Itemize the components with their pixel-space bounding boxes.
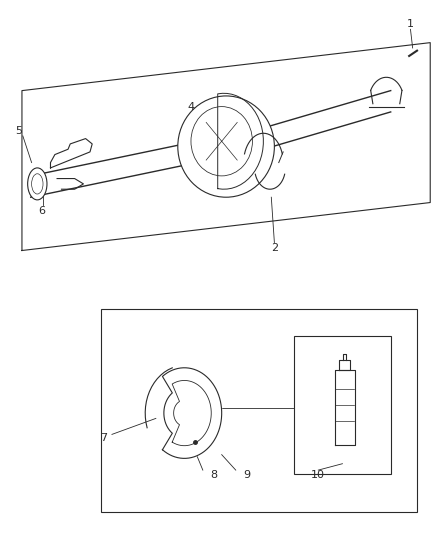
Text: 4: 4 <box>187 102 194 111</box>
Text: 5: 5 <box>15 126 22 135</box>
Text: 10: 10 <box>311 471 325 480</box>
Polygon shape <box>334 370 354 445</box>
Bar <box>293 336 390 474</box>
Text: 1: 1 <box>406 19 413 29</box>
Ellipse shape <box>32 174 43 194</box>
Text: 7: 7 <box>100 433 107 443</box>
Text: 6: 6 <box>38 206 45 215</box>
Text: 9: 9 <box>243 471 250 480</box>
Text: 8: 8 <box>210 471 217 480</box>
Ellipse shape <box>28 168 47 200</box>
Ellipse shape <box>191 107 252 176</box>
Ellipse shape <box>177 96 274 197</box>
Polygon shape <box>162 368 221 458</box>
Bar <box>101 309 416 512</box>
Text: 2: 2 <box>270 243 277 253</box>
